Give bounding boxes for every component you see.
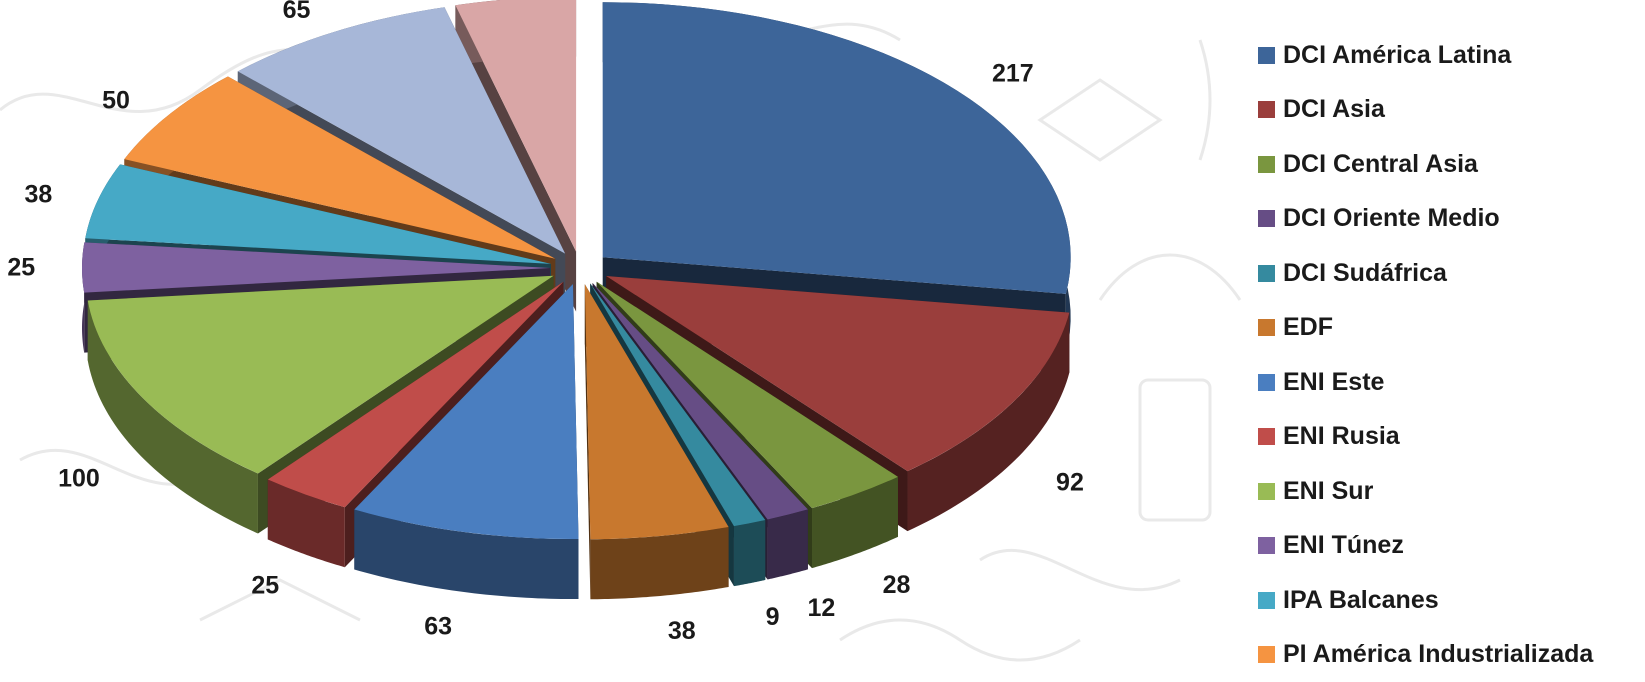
legend-label: ENI Sur [1283, 477, 1373, 506]
data-label-4: 9 [766, 603, 780, 631]
legend-swatch [1258, 428, 1275, 445]
legend-item: PI América Industrializada [1258, 628, 1645, 682]
chart-legend: DCI América Latina DCI Asia DCI Central As… [1258, 28, 1645, 682]
legend-swatch [1258, 537, 1275, 554]
legend-item: DCI Central Asia [1258, 137, 1645, 192]
legend-item: ENI Rusia [1258, 410, 1645, 465]
data-label-1: 92 [1056, 468, 1084, 496]
legend-swatch [1258, 646, 1275, 663]
legend-swatch [1258, 265, 1275, 282]
data-label-2: 28 [883, 571, 911, 599]
legend-label: DCI Asia [1283, 95, 1385, 124]
pie-slice-0 [603, 2, 1071, 294]
data-label-9: 25 [7, 253, 35, 281]
legend-item: DCI Oriente Medio [1258, 192, 1645, 247]
pie-chart: 21792281293863251002538506533 [0, 0, 1230, 680]
pie-slice-side-3 [768, 509, 808, 579]
legend-item: IPA Balcanes [1258, 573, 1645, 628]
pie-slice-side-4 [734, 520, 765, 586]
legend-label: DCI Oriente Medio [1283, 204, 1500, 233]
legend-swatch [1258, 47, 1275, 64]
data-label-10: 38 [24, 180, 52, 208]
data-label-0: 217 [992, 60, 1034, 88]
legend-label: EDF [1283, 313, 1333, 342]
legend-swatch [1258, 101, 1275, 118]
legend-swatch [1258, 592, 1275, 609]
legend-swatch [1258, 156, 1275, 173]
legend-label: IPA Balcanes [1283, 586, 1439, 615]
legend-swatch [1258, 319, 1275, 336]
data-label-7: 25 [251, 572, 279, 600]
legend-swatch [1258, 210, 1275, 227]
data-label-3: 12 [807, 594, 835, 622]
legend-item: DCI Sudáfrica [1258, 246, 1645, 301]
legend-item: DCI América Latina [1258, 28, 1645, 83]
legend-item: ENI Este [1258, 355, 1645, 410]
legend-label: DCI Central Asia [1283, 150, 1478, 179]
data-label-6: 63 [424, 613, 452, 641]
legend-item: ENI Túnez [1258, 519, 1645, 574]
legend-swatch [1258, 374, 1275, 391]
data-label-12: 65 [283, 0, 311, 24]
legend-item: EDF [1258, 301, 1645, 356]
legend-label: DCI América Latina [1283, 41, 1511, 70]
legend-label: ENI Este [1283, 368, 1384, 397]
data-label-8: 100 [58, 464, 100, 492]
legend-swatch [1258, 483, 1275, 500]
legend-item: ENI Sur [1258, 464, 1645, 519]
legend-label: PI América Industrializada [1283, 640, 1593, 669]
data-label-5: 38 [668, 617, 696, 645]
legend-label: ENI Túnez [1283, 531, 1404, 560]
legend-label: ENI Rusia [1283, 422, 1400, 451]
data-label-11: 50 [102, 87, 130, 115]
legend-label: DCI Sudáfrica [1283, 259, 1447, 288]
legend-item: DCI Asia [1258, 83, 1645, 138]
